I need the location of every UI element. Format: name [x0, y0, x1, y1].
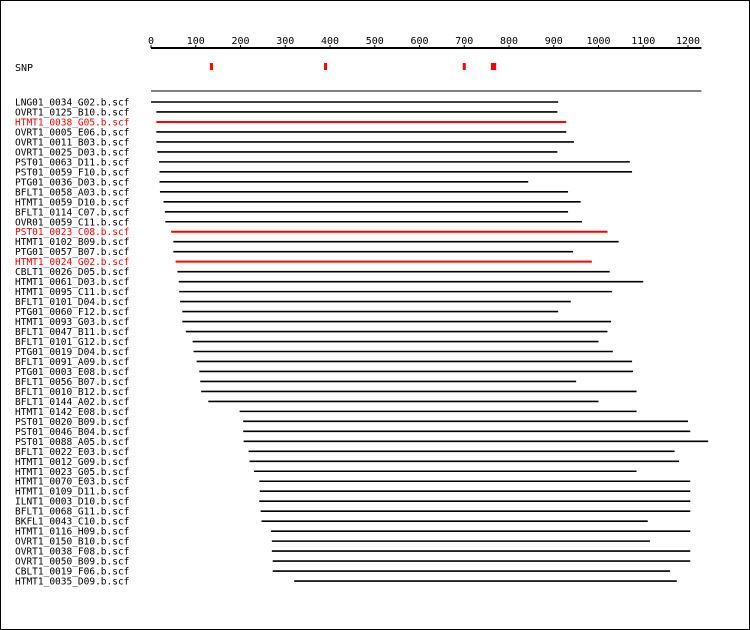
read-name[interactable]: HTMT1_0061_D03.b.scf	[15, 277, 129, 288]
read-name[interactable]: HTMT1_0035_D09.b.scf	[15, 577, 129, 588]
read-name[interactable]: PST01_0023_C08.b.scf	[15, 227, 129, 238]
axis-tick-label: 900	[545, 36, 563, 47]
read-name[interactable]: OVRT1_0011_B03.b.scf	[15, 137, 129, 148]
snp-label: SNP	[15, 63, 33, 74]
read-name[interactable]: OVRT1_0125_B10.b.scf	[15, 107, 129, 118]
snp-marker	[462, 63, 466, 70]
read-name[interactable]: CBLT1_0019_F06.b.scf	[15, 567, 129, 578]
read-name[interactable]: PST01_0020_B09.b.scf	[15, 417, 129, 428]
read-name[interactable]: HTMT1_0012_G09.b.scf	[15, 457, 129, 468]
read-name[interactable]: HTMT1_0102_B09.b.scf	[15, 237, 129, 248]
read-name[interactable]: HTMT1_0109_D11.b.scf	[15, 487, 129, 498]
axis-tick-label: 200	[231, 36, 249, 47]
read-name[interactable]: BFLT1_0058_A03.b.scf	[15, 187, 129, 198]
read-name[interactable]: HTMT1_0093_G03.b.scf	[15, 317, 129, 328]
read-name[interactable]: HTMT1_0142_E08.b.scf	[15, 407, 129, 418]
read-name[interactable]: OVR01_0059_C11.b.scf	[15, 217, 129, 228]
read-name[interactable]: HTMT1_0059_D10.b.scf	[15, 197, 129, 208]
read-name[interactable]: PST01_0059_F10.b.scf	[15, 167, 129, 178]
read-name[interactable]: BFLT1_0056_B07.b.scf	[15, 377, 129, 388]
axis-tick-label: 1200	[676, 36, 700, 47]
read-name[interactable]: OVRT1_0150_B10.b.scf	[15, 537, 129, 548]
snp-track: SNP	[15, 63, 497, 74]
read-name[interactable]: HTMT1_0024_G02.b.scf	[15, 257, 129, 268]
axis-tick-label: 0	[148, 36, 154, 47]
snp-marker	[209, 63, 213, 70]
read-list: LNG01_0034_G02.b.scfOVRT1_0125_B10.b.scf…	[15, 90, 709, 588]
read-name[interactable]: OVRT1_0005_E06.b.scf	[15, 127, 129, 138]
read-name[interactable]: PTG01_0057_B07.b.scf	[15, 247, 129, 258]
position-axis: 0 100 200 300 400 500 600 700 800 900 1000 1100 1200	[148, 36, 702, 49]
read-name[interactable]: BFLT1_0091_A09.b.scf	[15, 357, 129, 368]
axis-tick-label: 100	[187, 36, 205, 47]
read-name[interactable]: BFLT1_0144_A02.b.scf	[15, 397, 129, 408]
read-name[interactable]: OVRT1_0038_F08.b.scf	[15, 547, 129, 558]
read-name[interactable]: HTMT1_0095_C11.b.scf	[15, 287, 129, 298]
axis-tick-label: 400	[321, 36, 339, 47]
read-name[interactable]: PTG01_0019_D04.b.scf	[15, 347, 129, 358]
read-name[interactable]: PST01_0088_A05.b.scf	[15, 437, 129, 448]
read-name[interactable]: BFLT1_0047_B11.b.scf	[15, 327, 129, 338]
read-name[interactable]: BFLT1_0010_B12.b.scf	[15, 387, 129, 398]
read-name[interactable]: HTMT1_0038_G05.b.scf	[15, 117, 129, 128]
read-name[interactable]: PST01_0046_B04.b.scf	[15, 427, 129, 438]
read-name[interactable]: PTG01_0003_E08.b.scf	[15, 367, 129, 378]
read-name[interactable]: BKFL1_0043_C10.b.scf	[15, 517, 129, 528]
read-name[interactable]: HTMT1_0023_G05.b.scf	[15, 467, 129, 478]
axis-tick-label: 300	[276, 36, 294, 47]
read-name[interactable]: BFLT1_0022_E03.b.scf	[15, 447, 129, 458]
read-name[interactable]: PST01_0063_D11.b.scf	[15, 157, 129, 168]
read-name[interactable]: OVRT1_0025_D03.b.scf	[15, 147, 129, 158]
axis-tick-label: 500	[366, 36, 384, 47]
read-name[interactable]: OVRT1_0050_B09.b.scf	[15, 557, 129, 568]
read-name[interactable]: ILNT1_0003_D10.b.scf	[15, 497, 129, 508]
axis-tick-label: 1000	[586, 36, 610, 47]
read-name[interactable]: CBLT1_0026_D05.b.scf	[15, 267, 129, 278]
read-name[interactable]: BFLT1_0114_C07.b.scf	[15, 207, 129, 218]
axis-tick-label: 700	[455, 36, 473, 47]
read-name[interactable]: LNG01_0034_G02.b.scf	[15, 98, 129, 109]
axis-tick-label: 600	[410, 36, 428, 47]
read-name[interactable]: PTG01_0036_D03.b.scf	[15, 177, 129, 188]
read-name[interactable]: PTG01_0060_F12.b.scf	[15, 307, 129, 318]
read-name[interactable]: BFLT1_0068_G11.b.scf	[15, 507, 129, 518]
snp-marker	[493, 63, 497, 70]
read-name[interactable]: HTMT1_0116_H09.b.scf	[15, 527, 129, 538]
axis-tick-label: 1100	[631, 36, 655, 47]
snp-marker	[490, 63, 494, 70]
read-name[interactable]: BFLT1_0101_D04.b.scf	[15, 297, 129, 308]
read-name[interactable]: BFLT1_0101_G12.b.scf	[15, 337, 129, 348]
read-name[interactable]: HTMT1_0070_E03.b.scf	[15, 477, 129, 488]
axis-tick-label: 800	[500, 36, 518, 47]
snp-marker	[324, 63, 328, 70]
